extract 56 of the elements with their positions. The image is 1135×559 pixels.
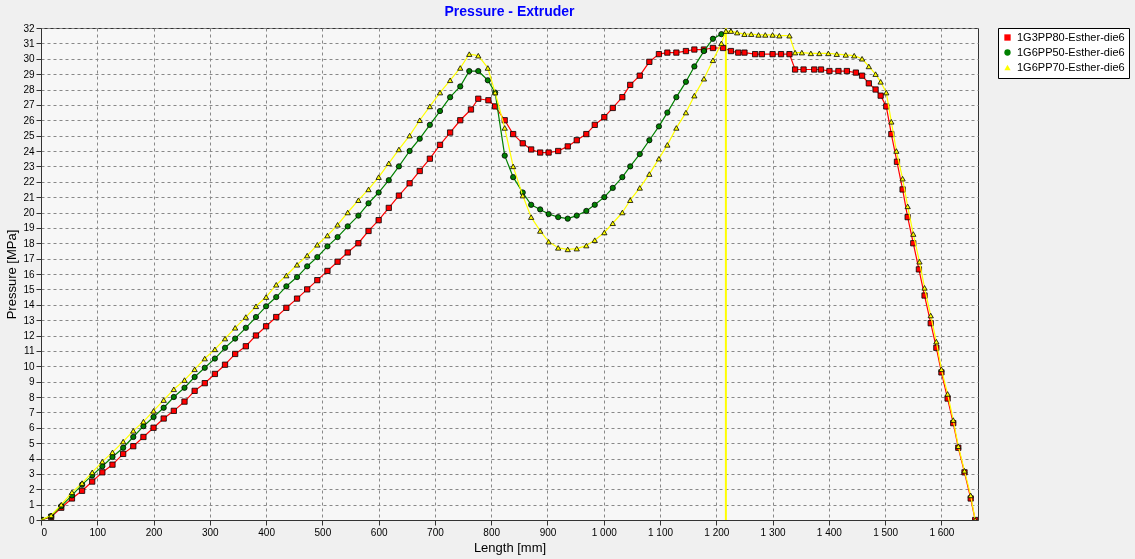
y-tick-label: 13 xyxy=(23,314,35,326)
y-tick-label: 16 xyxy=(23,268,35,280)
y-tick-label: 4 xyxy=(28,453,35,464)
y-tick-label: 9 xyxy=(28,376,35,388)
x-tick-label: 200 xyxy=(145,526,163,538)
y-tick-label: 14 xyxy=(23,299,35,311)
x-tick-label: 300 xyxy=(201,526,220,538)
x-tick-label: 1 300 xyxy=(760,526,787,538)
legend-label: 1G6PP70-Esther-die6 xyxy=(1017,60,1125,73)
x-tick-label: 1 400 xyxy=(816,526,843,538)
x-tick-label: 1 000 xyxy=(591,526,618,538)
y-tick-label: 1 xyxy=(28,499,35,511)
y-tick-label: 28 xyxy=(23,84,35,95)
y-tick-label: 5 xyxy=(28,437,35,449)
x-tick-label: 500 xyxy=(314,526,332,538)
y-tick-label: 19 xyxy=(23,222,35,234)
x-tick-label: 1 600 xyxy=(929,526,955,538)
x-tick-label: 100 xyxy=(89,526,107,538)
y-tick-label: 8 xyxy=(28,391,35,403)
x-tick-label: 800 xyxy=(483,526,501,538)
y-tick-label: 26 xyxy=(23,114,35,126)
y-axis-title: Pressure [MPa] xyxy=(4,229,20,320)
x-tick-label: 900 xyxy=(539,526,557,538)
y-tick-label: 20 xyxy=(23,207,35,218)
legend-label: 1G6PP50-Esther-die6 xyxy=(1017,45,1125,58)
y-tick-label: 25 xyxy=(23,130,35,142)
y-tick-label: 3 xyxy=(28,468,35,480)
y-tick-label: 22 xyxy=(23,176,35,188)
x-tick-label: 0 xyxy=(41,526,48,538)
y-tick-label: 0 xyxy=(28,514,35,526)
y-tick-label: 23 xyxy=(23,160,35,172)
chart-title: Pressure - Extruder xyxy=(444,3,576,19)
x-tick-label: 600 xyxy=(370,526,388,538)
y-tick-label: 24 xyxy=(23,145,35,157)
y-tick-label: 11 xyxy=(24,345,35,357)
y-tick-label: 7 xyxy=(28,406,35,418)
y-tick-label: 17 xyxy=(23,253,35,265)
y-tick-label: 27 xyxy=(23,99,35,111)
y-tick-label: 32 xyxy=(23,22,35,34)
y-tick-label: 31 xyxy=(23,37,35,49)
x-tick-label: 700 xyxy=(427,526,445,538)
y-tick-label: 18 xyxy=(23,237,35,249)
y-tick-label: 30 xyxy=(23,53,35,65)
y-tick-label: 21 xyxy=(23,191,35,203)
y-tick-label: 12 xyxy=(23,330,35,341)
x-tick-label: 1 100 xyxy=(648,526,674,538)
x-tick-label: 1 500 xyxy=(873,526,899,538)
y-tick-label: 29 xyxy=(23,68,35,80)
x-tick-label: 1 200 xyxy=(704,526,730,538)
x-axis-title: Length [mm] xyxy=(473,539,547,555)
y-tick-label: 15 xyxy=(23,283,35,295)
legend-label: 1G3PP80-Esther-die6 xyxy=(1017,30,1125,43)
y-tick-label: 6 xyxy=(28,422,35,434)
x-tick-label: 400 xyxy=(258,526,276,538)
y-tick-label: 2 xyxy=(28,483,35,495)
y-tick-label: 10 xyxy=(23,360,35,372)
